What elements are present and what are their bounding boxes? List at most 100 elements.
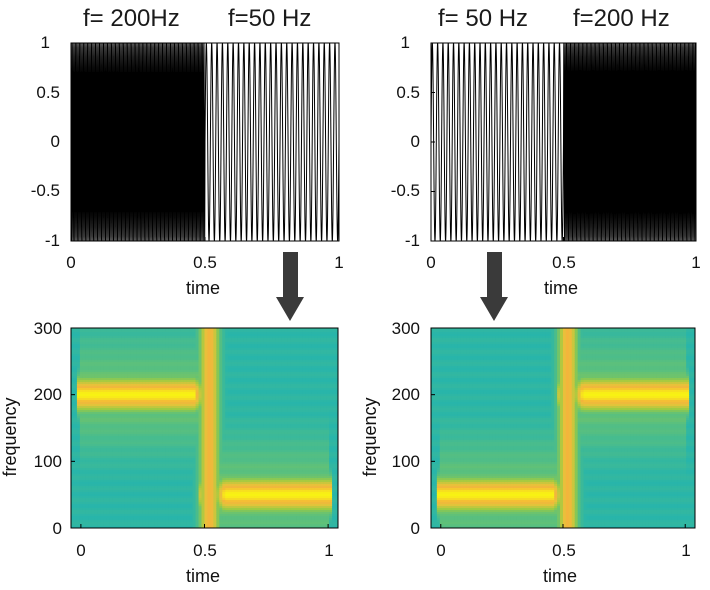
heatmap-cell bbox=[207, 342, 212, 345]
heatmap-cell bbox=[210, 368, 214, 371]
heatmap-cell bbox=[160, 374, 164, 377]
heatmap-cell bbox=[139, 456, 143, 459]
heatmap-cell bbox=[145, 406, 149, 409]
heatmap-cell bbox=[210, 416, 214, 419]
heatmap-cell bbox=[97, 404, 102, 407]
heatmap-cell bbox=[121, 472, 125, 475]
heatmap-cell bbox=[88, 358, 93, 361]
heatmap-cell bbox=[112, 410, 117, 413]
heatmap-cell bbox=[85, 386, 90, 389]
heatmap-cell bbox=[71, 476, 75, 479]
heatmap-cell bbox=[112, 446, 117, 449]
heatmap-cell bbox=[189, 408, 194, 411]
heatmap-cell bbox=[171, 508, 176, 511]
heatmap-cell bbox=[154, 342, 158, 345]
heatmap-cell bbox=[124, 520, 128, 523]
heatmap-cell bbox=[192, 488, 197, 491]
heatmap-cell bbox=[133, 388, 137, 391]
heatmap-cell bbox=[157, 494, 161, 497]
heatmap-cell bbox=[97, 508, 102, 511]
heatmap-cell bbox=[183, 388, 188, 391]
heatmap-cell bbox=[82, 520, 87, 523]
heatmap-cell bbox=[151, 384, 155, 387]
heatmap-cell bbox=[142, 352, 146, 355]
heatmap-cell bbox=[103, 336, 108, 339]
heatmap-cell bbox=[121, 446, 125, 449]
heatmap-cell bbox=[210, 370, 214, 373]
heatmap-cell bbox=[160, 422, 164, 425]
heatmap-cell bbox=[183, 450, 188, 453]
heatmap-cell bbox=[192, 434, 197, 437]
heatmap-cell bbox=[97, 364, 102, 367]
heatmap-cell bbox=[106, 420, 111, 423]
heatmap-cell bbox=[192, 408, 197, 411]
heatmap-cell bbox=[148, 494, 152, 497]
heatmap-cell bbox=[204, 480, 209, 483]
heatmap-cell bbox=[88, 412, 93, 415]
heatmap-cell bbox=[148, 480, 152, 483]
heatmap-cell bbox=[85, 462, 90, 465]
heatmap-cell bbox=[139, 386, 143, 389]
heatmap-cell bbox=[100, 460, 105, 463]
heatmap-cell bbox=[151, 338, 155, 341]
heatmap-cell bbox=[180, 426, 185, 429]
heatmap-cell bbox=[213, 424, 217, 427]
heatmap-cell bbox=[71, 330, 75, 333]
heatmap-cell bbox=[118, 520, 123, 523]
heatmap-cell bbox=[201, 444, 206, 447]
heatmap-cell bbox=[103, 356, 108, 359]
heatmap-cell bbox=[186, 486, 191, 489]
heatmap-cell bbox=[198, 376, 203, 379]
heatmap-cell bbox=[151, 376, 155, 379]
heatmap-cell bbox=[142, 490, 146, 493]
heatmap-cell bbox=[73, 372, 78, 375]
heatmap-cell bbox=[189, 392, 194, 395]
heatmap-cell bbox=[94, 514, 99, 517]
heatmap-cell bbox=[154, 416, 158, 419]
heatmap-cell bbox=[85, 338, 90, 341]
heatmap-cell bbox=[174, 432, 179, 435]
heatmap-cell bbox=[103, 344, 108, 347]
heatmap-cell bbox=[106, 382, 111, 385]
heatmap-cell bbox=[145, 346, 149, 349]
heatmap-cell bbox=[103, 494, 108, 497]
heatmap-cell bbox=[139, 418, 143, 421]
panel-title-left-b: f=50 Hz bbox=[228, 5, 311, 32]
heatmap-cell bbox=[189, 524, 194, 527]
heatmap-cell bbox=[157, 440, 161, 443]
heatmap-cell bbox=[165, 498, 170, 501]
heatmap-cell bbox=[145, 520, 149, 523]
heatmap-cell bbox=[136, 332, 140, 335]
heatmap-cell bbox=[192, 446, 197, 449]
heatmap-cell bbox=[124, 358, 128, 361]
heatmap-cell bbox=[103, 406, 108, 409]
heatmap-cell bbox=[82, 384, 87, 387]
heatmap-cell bbox=[91, 334, 96, 337]
heatmap-cell bbox=[106, 446, 111, 449]
heatmap-cell bbox=[112, 344, 117, 347]
heatmap-cell bbox=[168, 358, 173, 361]
heatmap-cell bbox=[186, 424, 191, 427]
heatmap-cell bbox=[180, 380, 185, 383]
heatmap-cell bbox=[201, 462, 206, 465]
heatmap-cell bbox=[76, 404, 81, 407]
heatmap-cell bbox=[88, 338, 93, 341]
heatmap-cell bbox=[79, 406, 84, 409]
heatmap-cell bbox=[204, 394, 209, 397]
heatmap-cell bbox=[157, 420, 161, 423]
signal-trace-right bbox=[431, 43, 696, 241]
heatmap-cell bbox=[127, 446, 131, 449]
heatmap-cell bbox=[174, 422, 179, 425]
heatmap-cell bbox=[106, 450, 111, 453]
heatmap-cell bbox=[82, 428, 87, 431]
heatmap-cell bbox=[183, 430, 188, 433]
heatmap-cell bbox=[118, 332, 123, 335]
heatmap-cell bbox=[76, 410, 81, 413]
heatmap-cell bbox=[79, 442, 84, 445]
heatmap-cell bbox=[106, 330, 111, 333]
heatmap-cell bbox=[210, 384, 214, 387]
heatmap-cell bbox=[112, 404, 117, 407]
heatmap-cell bbox=[100, 504, 105, 507]
heatmap-cell bbox=[160, 426, 164, 429]
heatmap-cell bbox=[97, 386, 102, 389]
